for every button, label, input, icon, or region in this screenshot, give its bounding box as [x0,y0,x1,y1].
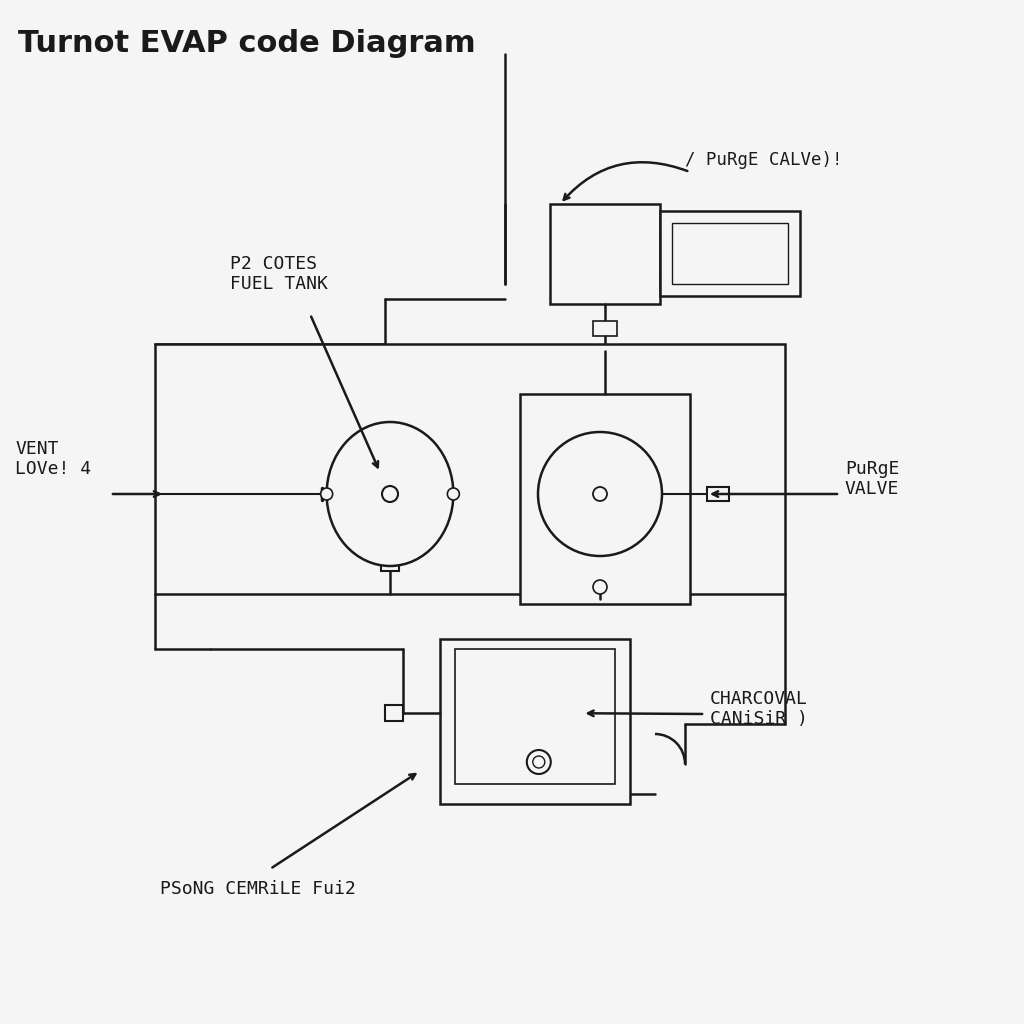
Bar [550,204,660,304]
Circle shape [593,580,607,594]
Text: / PuRgE CALVe)!: / PuRgE CALVe)! [685,151,843,169]
Ellipse shape [327,422,454,566]
Bar [520,394,690,604]
Bar [660,211,800,296]
Circle shape [321,488,333,500]
Circle shape [526,750,551,774]
Circle shape [447,488,460,500]
Text: VENT
LOVe! 4: VENT LOVe! 4 [15,439,91,478]
Bar [672,223,788,284]
Circle shape [382,486,398,502]
Bar [707,487,729,501]
Bar [440,639,630,804]
Text: PSoNG CEMRiLE Fui2: PSoNG CEMRiLE Fui2 [160,880,355,898]
Circle shape [532,756,545,768]
Bar [385,706,403,721]
Circle shape [679,245,697,263]
Text: Turnot EVAP code Diagram: Turnot EVAP code Diagram [18,29,475,58]
Text: CHARCOVAL
CANiSiR ): CHARCOVAL CANiSiR ) [710,689,808,728]
Text: P2 COTES
FUEL TANK: P2 COTES FUEL TANK [230,255,328,294]
Text: PuRgE
VALVE: PuRgE VALVE [845,460,899,499]
Circle shape [684,250,692,258]
Bar [381,549,399,571]
Bar [593,321,617,336]
Circle shape [538,432,662,556]
Bar [455,649,615,784]
Circle shape [593,487,607,501]
Bar [155,344,785,594]
